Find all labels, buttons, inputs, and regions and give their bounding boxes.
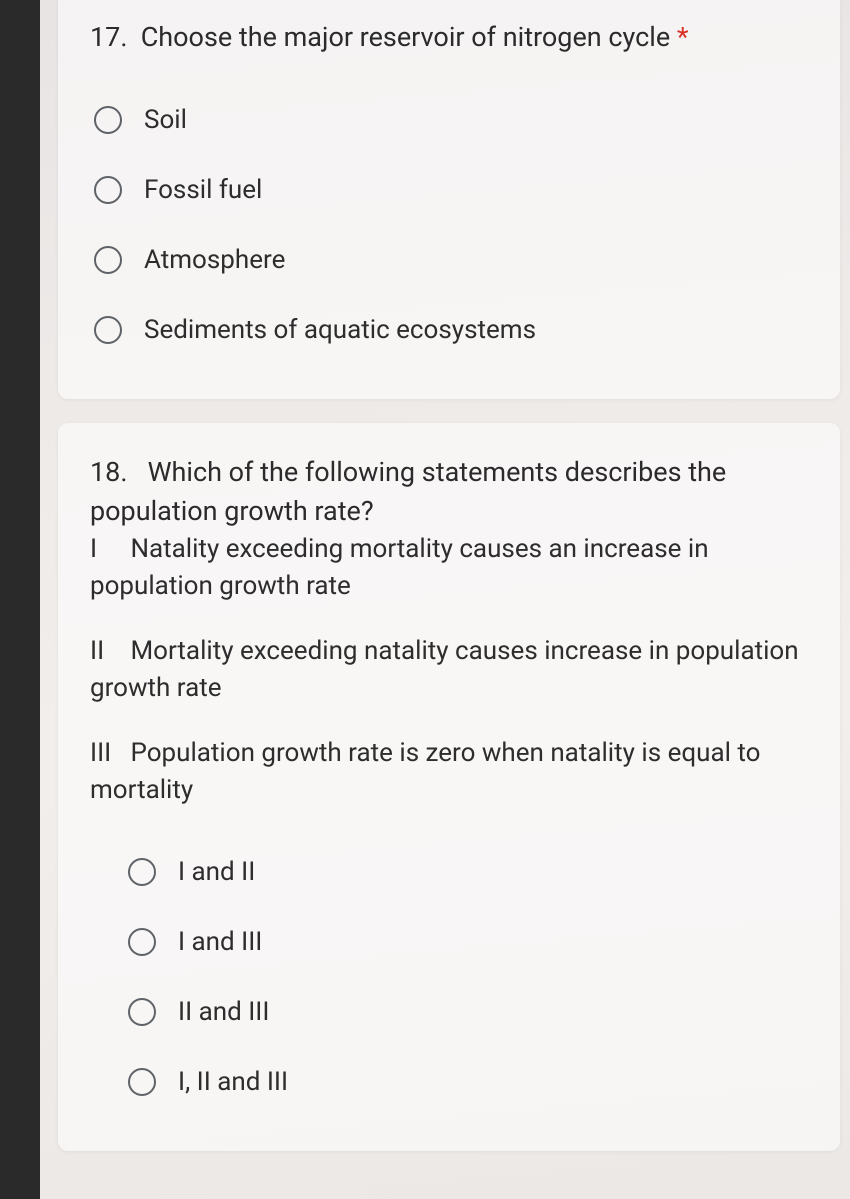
radio-icon[interactable] — [94, 316, 122, 344]
radio-icon[interactable] — [128, 1068, 156, 1096]
option-label: I and III — [178, 927, 262, 957]
question-17-heading: 17. Choose the major reservoir of nitrog… — [90, 18, 808, 57]
option-row[interactable]: I and II — [124, 837, 808, 907]
radio-icon[interactable] — [94, 246, 122, 274]
option-row[interactable]: II and III — [124, 977, 808, 1047]
question-17-text: Choose the major reservoir of nitrogen c… — [141, 21, 670, 53]
statement-i: I Natality exceeding mortality causes an… — [90, 531, 808, 605]
question-18-intro: Which of the following statements descri… — [90, 456, 726, 527]
option-label: I and II — [178, 857, 255, 887]
question-18-heading: 18. Which of the following statements de… — [90, 453, 808, 531]
radio-icon[interactable] — [128, 928, 156, 956]
statement-iii: III Population growth rate is zero when … — [90, 735, 808, 809]
question-18-heading-block: 18. Which of the following statements de… — [90, 453, 808, 605]
question-18-options: I and II I and III II and III I, II and … — [90, 837, 808, 1117]
option-label: Fossil fuel — [144, 175, 262, 205]
option-row[interactable]: Fossil fuel — [90, 155, 808, 225]
radio-icon[interactable] — [128, 998, 156, 1026]
radio-icon[interactable] — [128, 858, 156, 886]
option-label: Soil — [144, 105, 187, 135]
option-row[interactable]: Atmosphere — [90, 225, 808, 295]
option-label: II and III — [178, 997, 269, 1027]
question-18-number: 18. — [90, 456, 127, 488]
question-17-number: 17. — [90, 18, 134, 57]
statement-roman: II — [90, 633, 124, 670]
option-row[interactable]: I, II and III — [124, 1047, 808, 1117]
option-row[interactable]: Sediments of aquatic ecosystems — [90, 295, 808, 365]
option-row[interactable]: Soil — [90, 85, 808, 155]
statement-ii-block: II Mortality exceeding natality causes i… — [90, 633, 808, 707]
option-label: Sediments of aquatic ecosystems — [144, 315, 536, 345]
statement-text: Natality exceeding mortality causes an i… — [90, 534, 709, 601]
statement-iii-block: III Population growth rate is zero when … — [90, 735, 808, 809]
statement-roman: III — [90, 735, 124, 772]
radio-icon[interactable] — [94, 176, 122, 204]
question-card-18: 18. Which of the following statements de… — [58, 423, 840, 1151]
statement-roman: I — [90, 531, 124, 568]
form-viewport: 17. Choose the major reservoir of nitrog… — [40, 0, 850, 1199]
required-asterisk: * — [677, 21, 689, 53]
radio-icon[interactable] — [94, 106, 122, 134]
option-label: Atmosphere — [144, 245, 285, 275]
question-card-17: 17. Choose the major reservoir of nitrog… — [58, 0, 840, 399]
statement-ii: II Mortality exceeding natality causes i… — [90, 633, 808, 707]
option-label: I, II and III — [178, 1067, 288, 1097]
statement-text: Mortality exceeding natality causes incr… — [90, 636, 799, 703]
option-row[interactable]: I and III — [124, 907, 808, 977]
statement-text: Population growth rate is zero when nata… — [90, 738, 760, 805]
